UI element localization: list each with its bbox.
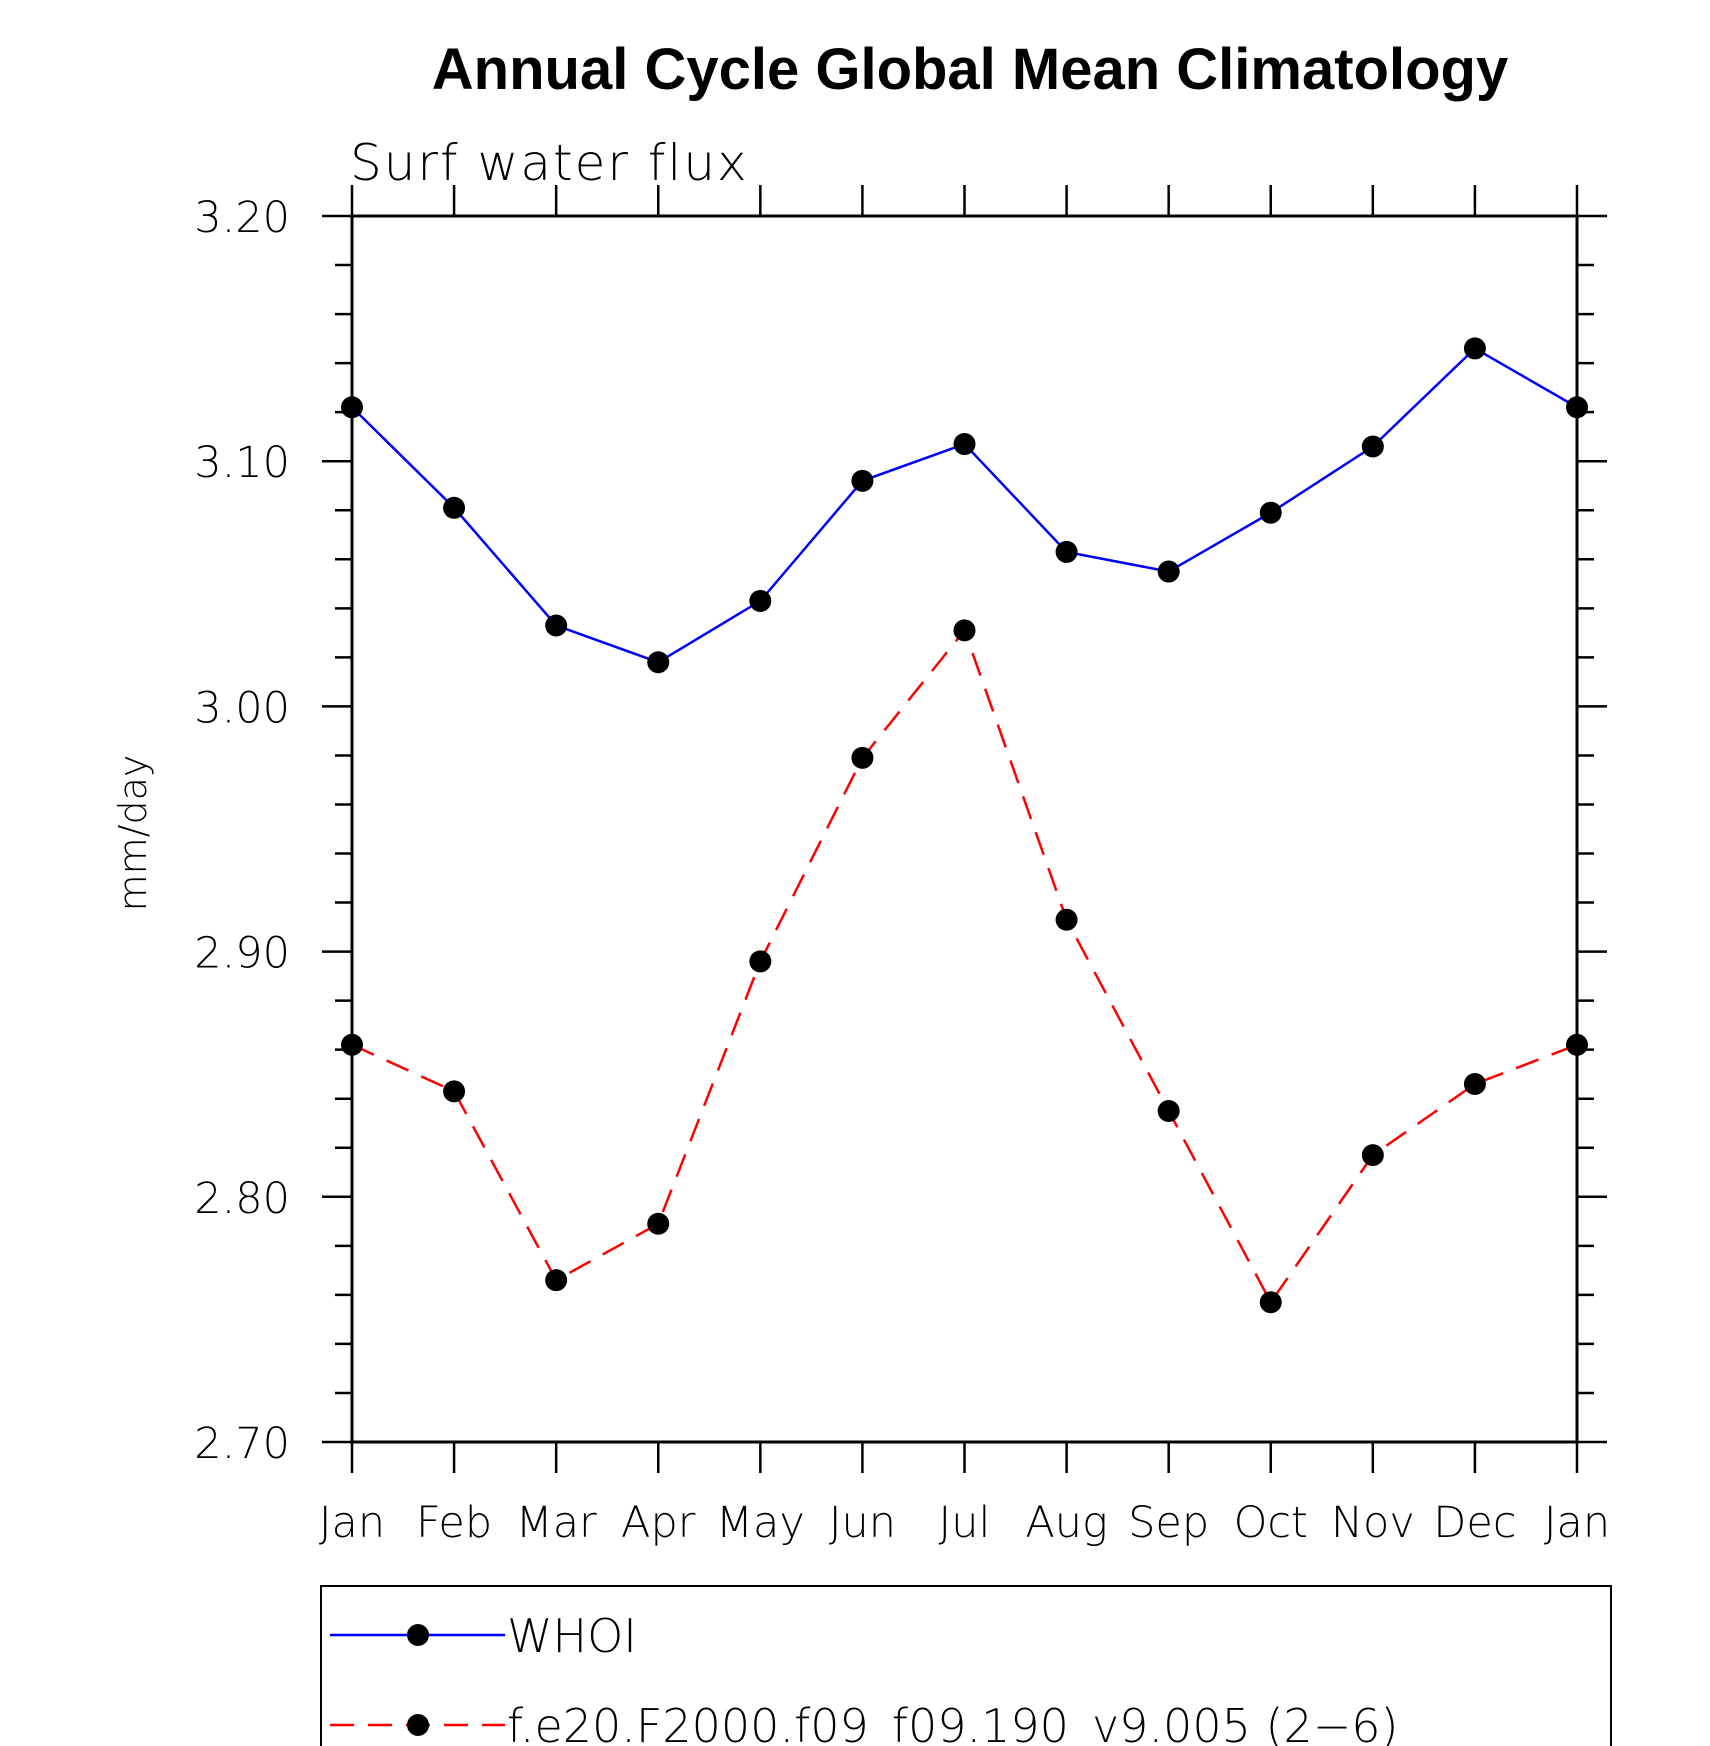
x-tick-label: Jun bbox=[829, 1498, 896, 1548]
data-point bbox=[545, 1269, 568, 1292]
x-tick-label: Nov bbox=[1331, 1498, 1415, 1548]
chart-subtitle: Surf water flux bbox=[350, 134, 749, 192]
x-tick-label: Feb bbox=[416, 1498, 492, 1548]
data-point bbox=[1566, 1033, 1588, 1056]
data-point bbox=[1157, 560, 1180, 583]
y-tick-label: 3.00 bbox=[194, 683, 290, 733]
y-tick-label: 3.10 bbox=[194, 438, 290, 488]
data-point bbox=[851, 746, 874, 769]
data-point bbox=[443, 1080, 466, 1103]
data-point bbox=[443, 496, 466, 519]
data-point bbox=[1259, 1291, 1282, 1314]
axes bbox=[350, 214, 1579, 1444]
legend-marker bbox=[407, 1714, 429, 1736]
data-point bbox=[545, 614, 568, 637]
x-tick-label: Jan bbox=[319, 1498, 385, 1548]
data-point bbox=[1566, 396, 1588, 419]
data-point bbox=[341, 396, 363, 419]
data-point bbox=[1361, 1144, 1384, 1167]
y-axis-ticks: 2.70 2.80 2.90 3.00 3.10 3.20 bbox=[194, 193, 1607, 1469]
data-point bbox=[1361, 435, 1384, 458]
chart-title: Annual Cycle Global Mean Climatology bbox=[432, 37, 1508, 102]
y-tick-label: 2.70 bbox=[194, 1419, 290, 1469]
series-layer bbox=[341, 337, 1588, 1314]
y-tick-label: 2.90 bbox=[194, 929, 290, 979]
data-point bbox=[341, 1033, 363, 1056]
data-point bbox=[1259, 501, 1282, 524]
data-point bbox=[1055, 540, 1078, 563]
legend-label: f.e20.F2000.f09_f09.190_v9.005 (2−6) bbox=[507, 1699, 1398, 1746]
data-point bbox=[1463, 1073, 1486, 1096]
legend: WHOI f.e20.F2000.f09_f09.190_v9.005 (2−6) bbox=[320, 1585, 1612, 1746]
x-tick-label: Sep bbox=[1128, 1498, 1209, 1548]
x-tick-label: Jan bbox=[1544, 1498, 1610, 1548]
y-tick-label: 3.20 bbox=[194, 193, 290, 243]
x-tick-label: Oct bbox=[1234, 1498, 1308, 1548]
x-tick-label: May bbox=[716, 1498, 805, 1548]
legend-label: WHOI bbox=[507, 1609, 637, 1663]
y-tick-label: 2.80 bbox=[194, 1174, 290, 1224]
data-point bbox=[851, 469, 874, 492]
data-point bbox=[1055, 908, 1078, 931]
data-point bbox=[749, 950, 772, 973]
data-point bbox=[953, 619, 976, 642]
x-tick-label: Mar bbox=[516, 1498, 597, 1548]
data-point bbox=[1463, 337, 1486, 360]
x-tick-label: Dec bbox=[1433, 1498, 1516, 1548]
series-line-2 bbox=[351, 627, 1578, 1305]
data-point bbox=[749, 589, 772, 612]
legend-marker bbox=[407, 1624, 429, 1646]
series-line-1 bbox=[351, 346, 1578, 664]
legend-items: WHOI f.e20.F2000.f09_f09.190_v9.005 (2−6) bbox=[330, 1609, 1398, 1746]
data-point bbox=[647, 1212, 670, 1235]
x-tick-label: Apr bbox=[621, 1498, 696, 1548]
plot-frame bbox=[350, 214, 1579, 1444]
x-axis-ticks: Jan Feb Mar Apr May Jun Jul Aug Sep Oct Nov Dec Jan bbox=[319, 185, 1610, 1548]
legend-box bbox=[320, 1585, 1612, 1746]
data-point bbox=[953, 433, 976, 456]
x-tick-label: Jul bbox=[939, 1498, 991, 1548]
x-tick-label: Aug bbox=[1025, 1498, 1107, 1548]
data-point bbox=[1157, 1099, 1180, 1122]
y-axis-label: mm/day bbox=[111, 755, 155, 912]
data-point bbox=[647, 651, 670, 674]
